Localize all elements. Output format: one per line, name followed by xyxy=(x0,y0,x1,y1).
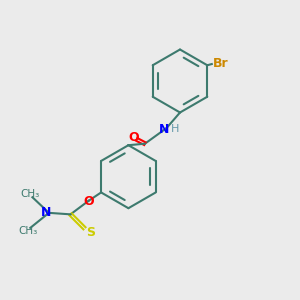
Text: N: N xyxy=(41,206,52,219)
Text: O: O xyxy=(83,195,94,208)
Text: CH₃: CH₃ xyxy=(18,226,38,236)
Text: Br: Br xyxy=(213,57,228,70)
Text: S: S xyxy=(86,226,95,239)
Text: N: N xyxy=(159,123,169,136)
Text: O: O xyxy=(128,131,139,144)
Text: CH₃: CH₃ xyxy=(20,189,40,199)
Text: H: H xyxy=(171,124,180,134)
